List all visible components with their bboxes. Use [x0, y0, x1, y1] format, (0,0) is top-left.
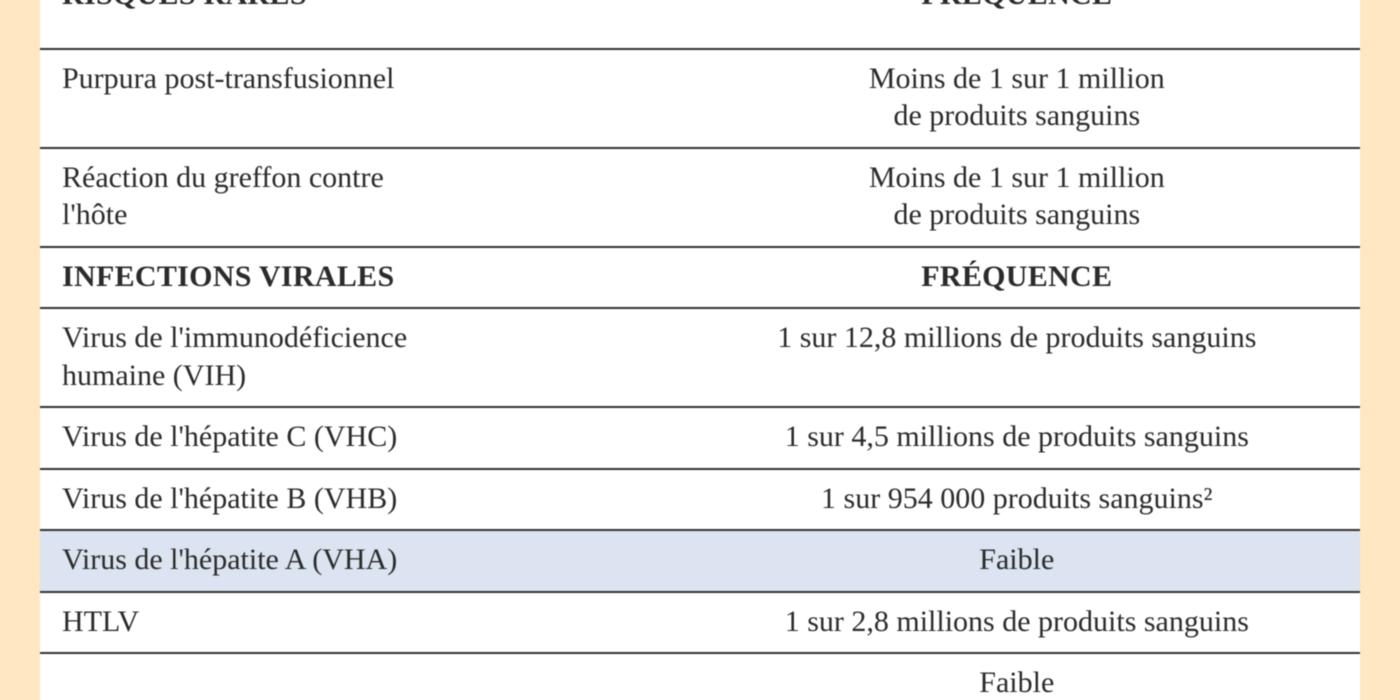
risk-label: Virus de l'hépatite A (VHA) — [40, 530, 674, 592]
section-header: INFECTIONS VIRALES FRÉQUENCE — [40, 247, 1360, 309]
risk-frequency: Faible — [674, 530, 1360, 592]
table-row: Réaction du greffon contrel'hôte Moins d… — [40, 148, 1360, 247]
risk-frequency: 1 sur 2,8 millions de produits sanguins — [674, 592, 1360, 654]
table-row: Purpura post-transfusionnel Moins de 1 s… — [40, 49, 1360, 148]
risk-frequency: Moins de 1 sur 1 millionde produits sang… — [674, 49, 1360, 148]
risk-label: Virus de l'hépatite B (VHB) — [40, 469, 674, 531]
risk-label: Purpura post-transfusionnel — [40, 49, 674, 148]
table: RISQUES RARES FRÉQUENCE Purpura post-tra… — [40, 0, 1360, 700]
section-header-left: INFECTIONS VIRALES — [40, 247, 674, 309]
section-header: RISQUES RARES FRÉQUENCE — [40, 0, 1360, 49]
section-header-right: FRÉQUENCE — [674, 0, 1360, 49]
risk-frequency: Faible — [674, 653, 1360, 700]
risk-label: HTLV — [40, 592, 674, 654]
risk-label: Réaction du greffon contrel'hôte — [40, 148, 674, 247]
table-row: Virus de l'hépatite A (VHA) Faible — [40, 530, 1360, 592]
section-header-left: RISQUES RARES — [40, 0, 674, 49]
table-row: Virus de l'hépatite C (VHC) 1 sur 4,5 mi… — [40, 407, 1360, 469]
table-row: Virus de l'immunodéficiencehumaine (VIH)… — [40, 308, 1360, 407]
risk-frequency: Moins de 1 sur 1 millionde produits sang… — [674, 148, 1360, 247]
section-header-right: FRÉQUENCE — [674, 247, 1360, 309]
risk-label — [40, 653, 674, 700]
table-row: HTLV 1 sur 2,8 millions de produits sang… — [40, 592, 1360, 654]
risk-label: Virus de l'hépatite C (VHC) — [40, 407, 674, 469]
table-row: Virus de l'hépatite B (VHB) 1 sur 954 00… — [40, 469, 1360, 531]
table-row: Faible — [40, 653, 1360, 700]
risk-frequency: 1 sur 12,8 millions de produits sanguins — [674, 308, 1360, 407]
risk-frequency-table: RISQUES RARES FRÉQUENCE Purpura post-tra… — [40, 0, 1360, 700]
risk-frequency: 1 sur 4,5 millions de produits sanguins — [674, 407, 1360, 469]
risk-frequency: 1 sur 954 000 produits sanguins² — [674, 469, 1360, 531]
risk-label: Virus de l'immunodéficiencehumaine (VIH) — [40, 308, 674, 407]
